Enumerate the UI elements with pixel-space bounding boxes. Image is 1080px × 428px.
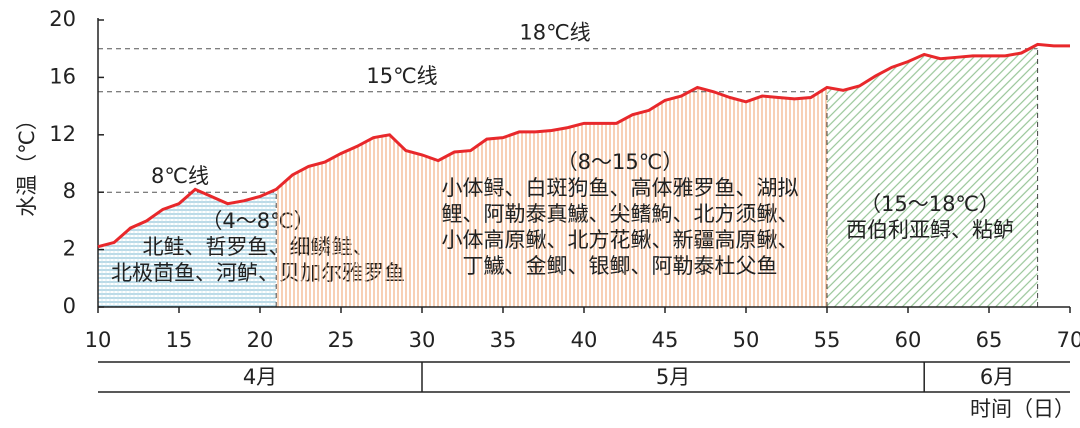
month-label: 5月 xyxy=(656,365,690,389)
x-axis-label: 时间（日） xyxy=(970,397,1075,421)
region-text: 西伯利亚鲟、粘鲈 xyxy=(846,218,1014,242)
month-label: 6月 xyxy=(980,365,1014,389)
x-tick-label: 30 xyxy=(409,328,436,352)
region-text: 小体高原鳅、北方花鳅、新疆高原鳅、 xyxy=(442,228,799,252)
x-tick-label: 25 xyxy=(328,328,355,352)
reference-label: 8℃线 xyxy=(151,164,209,188)
region-text: 鲤、阿勒泰真鱥、尖鳍鮈、北方须鳅、 xyxy=(442,202,799,226)
region-area xyxy=(276,87,827,307)
x-tick-label: 50 xyxy=(733,328,760,352)
y-axis-label: 水温（℃） xyxy=(15,109,39,217)
reference-label: 18℃线 xyxy=(519,21,590,45)
region-text: （8～15℃） xyxy=(557,150,684,174)
y-tick-label: 8 xyxy=(63,179,76,203)
reference-label: 15℃线 xyxy=(366,64,437,88)
month-label: 4月 xyxy=(243,365,277,389)
x-tick-label: 10 xyxy=(85,328,112,352)
region-area xyxy=(827,44,1038,308)
x-tick-label: 65 xyxy=(976,328,1003,352)
y-tick-label: 20 xyxy=(49,7,76,31)
region-text: （15～18℃） xyxy=(860,192,1000,216)
y-tick-label: 12 xyxy=(49,122,76,146)
x-tick-label: 55 xyxy=(814,328,841,352)
x-tick-label: 70 xyxy=(1057,328,1080,352)
data-line xyxy=(97,42,1070,249)
y-tick-label: 0 xyxy=(63,294,76,318)
region-text: 小体鲟、白斑狗鱼、高体雅罗鱼、湖拟 xyxy=(442,176,799,200)
region-area xyxy=(98,189,277,307)
x-tick-label: 35 xyxy=(490,328,517,352)
x-tick-label: 15 xyxy=(166,328,193,352)
x-tick-label: 45 xyxy=(652,328,679,352)
y-tick-label: 16 xyxy=(49,64,76,88)
x-tick-label: 40 xyxy=(571,328,598,352)
x-tick-label: 20 xyxy=(247,328,274,352)
y-tick-label: 2 xyxy=(63,237,76,261)
x-tick-label: 60 xyxy=(895,328,922,352)
region-text: 丁鱥、金鲫、银鲫、阿勒泰杜父鱼 xyxy=(463,254,778,278)
